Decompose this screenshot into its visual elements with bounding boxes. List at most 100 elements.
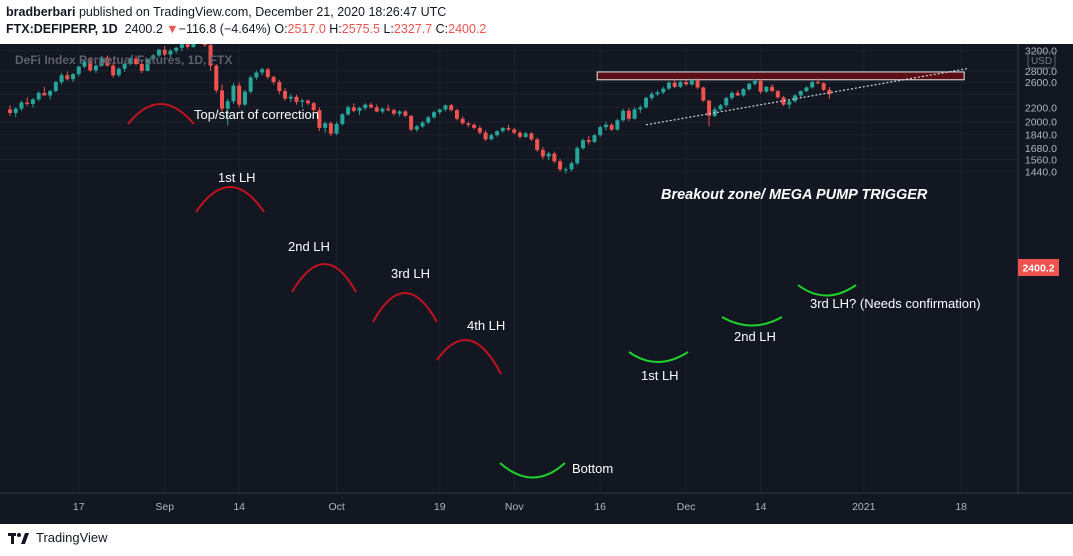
annotation-arc [436,339,502,375]
candle-body [569,163,574,170]
candle-body [793,95,798,102]
annotation-arc [291,263,357,293]
chart-background [0,44,1073,524]
candle-body [489,135,494,140]
candle-body [122,64,127,69]
candle-body [311,103,316,111]
candle-body [477,127,482,133]
annotation-arcs [127,103,857,479]
price-axis[interactable]: 3600.03200.02800.02600.02200.02000.01840… [1025,44,1057,179]
x-tick-label: 2021 [852,501,876,513]
candle-body [99,57,104,66]
candle-body [449,105,454,111]
currency-badge [1027,51,1056,69]
candle-body [787,101,792,105]
candle-body [827,89,832,95]
candle-body [346,107,351,115]
annotation-arc [195,186,265,213]
candle-body [208,45,213,66]
candle-body [546,153,551,157]
candle-body [191,44,196,47]
time-axis[interactable]: 17 Sep 14 Oct 19 Nov 16 Dec 14 2021 18 [73,501,967,513]
candle-body [535,139,540,150]
candle-body [586,140,591,142]
x-tick-label: Sep [155,501,174,513]
publish-date: published on TradingView.com, December 2… [75,5,447,19]
y-tick-label: 2200.0 [1025,102,1057,114]
candle-body [638,107,643,110]
candle-body [323,123,328,128]
candle-body [368,104,373,108]
last-price-tag: 2400.2 [1018,259,1059,276]
candle-body [174,47,179,51]
candle-body [701,87,706,101]
candle-body [134,58,139,65]
tradingview-logo[interactable]: TradingView [8,530,108,545]
candle-body [689,80,694,85]
annotation-label: 1st LH [641,368,679,383]
y-tick-label: 1840.0 [1025,129,1057,141]
candle-body [626,110,631,119]
candle-body [426,117,431,123]
candle-body [374,107,379,112]
candle-body [632,109,637,119]
last-price: 2400.2 [124,22,163,36]
candle-body [248,77,253,92]
candle-body [214,65,219,91]
candle-body [25,102,30,104]
breakout-zone-rect [596,71,965,81]
y-tick-label: 2800.0 [1025,66,1057,78]
annotation-label: Top/start of correction [194,107,319,122]
annotation-label: 2nd LH [288,239,330,254]
price-chart[interactable]: Top/start of correction 1st LH 2nd LH 3rd L… [0,44,1073,524]
candle-body [265,69,270,77]
candle-body [116,68,121,76]
candle-body [53,82,58,92]
candle-body [758,80,763,92]
candle-body [666,82,671,89]
x-tick-label: 17 [73,501,85,513]
candle-body [231,85,236,102]
candle-body [678,82,683,87]
candle-body [13,108,18,113]
candle-body [317,110,322,128]
candle-body [288,96,293,99]
candle-body [403,111,408,116]
candle-body [661,88,666,93]
annotation-label: Bottom [572,461,613,476]
candle-body [432,112,437,118]
candle-body [237,85,242,105]
candle-body [729,92,734,99]
candle-body [93,65,98,71]
candle-body [254,72,259,78]
candle-body [294,96,299,102]
candle-body [19,102,24,109]
candle-body [724,98,729,106]
candle-body [770,86,775,92]
candle-body [810,82,815,88]
candle-body [48,91,53,96]
publish-header: bradberbari published on TradingView.com… [0,0,1073,44]
chart-title: DeFi Index Perpetual Futures, 1D, FTX [15,53,232,67]
candle-body [105,57,110,66]
candle-body [517,132,522,137]
candle-body [495,131,500,136]
currency-label: USD [1031,56,1052,67]
candle-body [581,140,585,149]
candle-body [397,111,402,114]
tradingview-brand: TradingView [36,530,108,545]
candle-body [598,127,603,136]
candle-body [386,108,391,111]
candle-body [300,100,305,102]
candle-body [139,64,144,71]
candle-body [460,118,465,124]
candle-body [747,83,752,90]
x-tick-label: 19 [434,501,446,513]
candle-body [391,110,396,114]
footer: TradingView [0,524,1073,556]
candle-body [242,91,247,105]
author-name[interactable]: bradberbari [6,5,76,19]
candle-body [649,94,654,99]
candle-body [563,169,568,171]
candle-body [815,82,820,84]
